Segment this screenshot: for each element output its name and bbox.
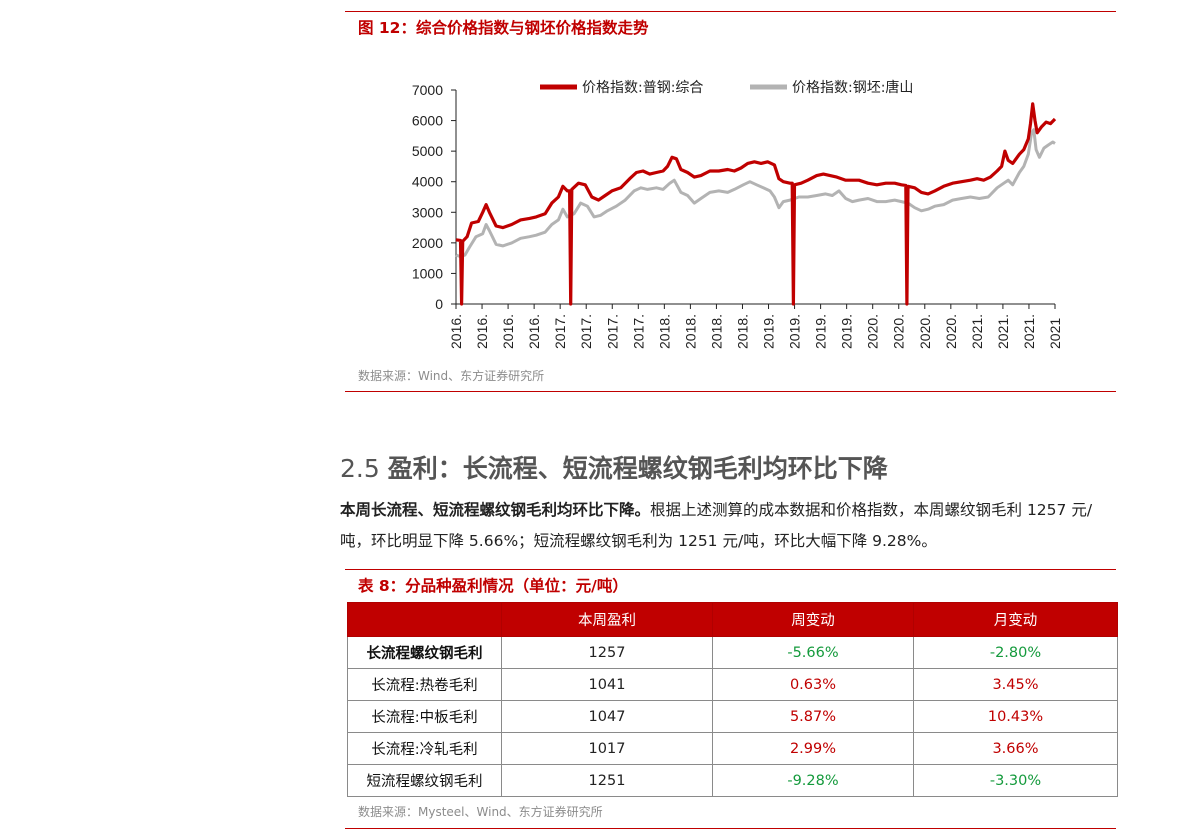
row-month-change: 3.66% <box>913 732 1118 765</box>
y-tick-label: 2000 <box>412 235 443 251</box>
row-week-change: 2.99% <box>712 732 914 765</box>
y-tick-label: 1000 <box>412 265 443 281</box>
x-tick-label: 2016. <box>526 314 542 349</box>
x-tick-label: 2020. <box>865 314 881 349</box>
row-profit: 1047 <box>501 700 713 733</box>
x-tick-label: 2019. <box>839 314 855 349</box>
row-week-change: -9.28% <box>712 764 914 797</box>
y-tick-label: 4000 <box>412 174 443 190</box>
series-line-2 <box>455 128 1056 259</box>
legend-label-series-2: 价格指数:钢坯:唐山 <box>792 79 913 96</box>
y-tick-label: 0 <box>435 296 443 312</box>
header-week-change: 周变动 <box>712 602 914 637</box>
row-name: 短流程螺纹钢毛利 <box>347 764 502 797</box>
figure-bottom-rule <box>345 391 1116 392</box>
row-week-change: 5.87% <box>712 700 914 733</box>
x-tick-label: 2021. <box>969 314 985 349</box>
row-name: 长流程:热卷毛利 <box>347 668 502 701</box>
table-title: 表 8：分品种盈利情况（单位：元/吨） <box>358 577 628 595</box>
section-heading: 2.5 盈利：长流程、短流程螺纹钢毛利均环比下降 <box>340 449 888 485</box>
x-tick-label: 2016. <box>474 314 490 349</box>
table-row: 长流程:冷轧毛利 1017 2.99% 3.66% <box>347 732 1118 765</box>
x-tick-label: 2019. <box>787 314 803 349</box>
paragraph-lead: 本周长流程、短流程螺纹钢毛利均环比下降。 <box>340 501 651 519</box>
line-chart: 价格指数:普钢:综合 价格指数:钢坯:唐山 0 1000 2000 3000 4000 5… <box>412 79 1063 349</box>
x-tick-label: 2021. <box>995 314 1011 349</box>
x-tick-label: 2017. <box>552 314 568 349</box>
x-tick-label: 2016. <box>448 314 464 349</box>
x-tick-label: 2021 <box>1047 318 1063 349</box>
profit-table: 本周盈利 周变动 月变动 长流程螺纹钢毛利 1257 -5.66% -2.80%… <box>347 602 1118 797</box>
figure-top-rule <box>345 11 1116 12</box>
table-top-rule <box>345 569 1116 570</box>
row-month-change: -2.80% <box>913 636 1118 669</box>
row-profit: 1257 <box>501 636 713 669</box>
x-tick-label: 2018. <box>682 314 698 349</box>
table-header-row: 本周盈利 周变动 月变动 <box>347 602 1118 637</box>
x-axis: 2016. 2016. 2016. 2016. 2017. 2017. 2017. 2017.… <box>448 303 1063 349</box>
row-month-change: 10.43% <box>913 700 1118 733</box>
x-tick-label: 2020. <box>917 314 933 349</box>
plot-lines <box>455 102 1057 306</box>
figure-title: 图 12：综合价格指数与钢坯价格指数走势 <box>358 19 649 37</box>
body-paragraph: 本周长流程、短流程螺纹钢毛利均环比下降。根据上述测算的成本数据和价格指数，本周螺… <box>340 495 1120 557</box>
x-tick-label: 2018. <box>656 314 672 349</box>
y-tick-label: 5000 <box>412 143 443 159</box>
section-number: 2.5 <box>340 454 380 483</box>
y-tick-label: 3000 <box>412 204 443 220</box>
x-tick-label: 2019. <box>813 314 829 349</box>
row-month-change: 3.45% <box>913 668 1118 701</box>
row-profit: 1017 <box>501 732 713 765</box>
section-title-text: 盈利：长流程、短流程螺纹钢毛利均环比下降 <box>387 454 888 483</box>
series-line-1 <box>455 102 1057 306</box>
row-month-change: -3.30% <box>913 764 1118 797</box>
table-row: 长流程:热卷毛利 1041 0.63% 3.45% <box>347 668 1118 701</box>
paragraph-body: 根据上述测算的成本数据和价格指数，本周螺纹钢毛利 1257 元/吨，环比明显下降… <box>340 501 1093 550</box>
x-tick-label: 2017. <box>630 314 646 349</box>
table-row: 长流程螺纹钢毛利 1257 -5.66% -2.80% <box>347 636 1118 669</box>
table-source: 数据来源：Mysteel、Wind、东方证券研究所 <box>358 805 603 819</box>
chart-legend: 价格指数:普钢:综合 价格指数:钢坯:唐山 <box>540 79 913 96</box>
x-tick-label: 2018. <box>734 314 750 349</box>
row-profit: 1041 <box>501 668 713 701</box>
row-name: 长流程螺纹钢毛利 <box>347 636 502 669</box>
legend-label-series-1: 价格指数:普钢:综合 <box>582 80 703 96</box>
row-week-change: 0.63% <box>712 668 914 701</box>
row-name: 长流程:中板毛利 <box>347 700 502 733</box>
x-tick-label: 2021. <box>1021 314 1037 349</box>
figure-source: 数据来源：Wind、东方证券研究所 <box>358 369 545 383</box>
x-tick-label: 2020. <box>891 314 907 349</box>
x-tick-label: 2017. <box>578 314 594 349</box>
table-row: 短流程螺纹钢毛利 1251 -9.28% -3.30% <box>347 764 1118 797</box>
table-bottom-rule <box>345 828 1116 829</box>
y-tick-label: 6000 <box>412 113 443 129</box>
x-tick-label: 2017. <box>604 314 620 349</box>
x-tick-label: 2018. <box>708 314 724 349</box>
y-axis: 0 1000 2000 3000 4000 5000 6000 7000 <box>412 82 457 312</box>
row-week-change: -5.66% <box>712 636 914 669</box>
y-tick-label: 7000 <box>412 82 443 98</box>
x-tick-label: 2019. <box>761 314 777 349</box>
header-month-change: 月变动 <box>913 602 1118 637</box>
header-blank <box>347 602 502 637</box>
table-row: 长流程:中板毛利 1047 5.87% 10.43% <box>347 700 1118 733</box>
row-profit: 1251 <box>501 764 713 797</box>
header-profit: 本周盈利 <box>501 602 713 637</box>
x-tick-label: 2016. <box>500 314 516 349</box>
row-name: 长流程:冷轧毛利 <box>347 732 502 765</box>
x-tick-label: 2020. <box>943 314 959 349</box>
